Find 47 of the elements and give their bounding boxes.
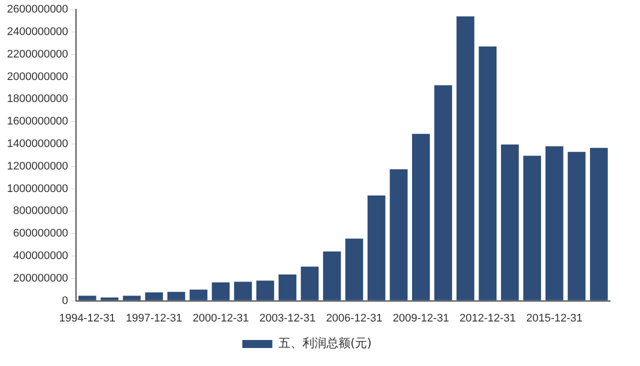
bar bbox=[390, 169, 408, 300]
y-tick-label: 1600000000 bbox=[6, 116, 68, 128]
bar bbox=[590, 148, 608, 300]
bar bbox=[323, 252, 341, 300]
bar bbox=[212, 282, 230, 300]
x-tick-label: 2009-12-31 bbox=[392, 312, 450, 324]
bar bbox=[190, 290, 208, 300]
bar bbox=[523, 156, 542, 300]
bar bbox=[100, 297, 118, 300]
y-tick-label: 1200000000 bbox=[6, 160, 68, 172]
bar bbox=[368, 196, 386, 300]
legend-label: 五、利润总额(元) bbox=[278, 336, 372, 350]
y-tick-label: 200000000 bbox=[13, 272, 68, 284]
bar bbox=[568, 152, 586, 300]
bar bbox=[345, 238, 364, 300]
y-tick-label: 0 bbox=[62, 294, 68, 307]
bar bbox=[545, 146, 564, 300]
y-tick-label: 600000000 bbox=[13, 228, 68, 240]
bar bbox=[122, 296, 141, 300]
y-tick-label: 2400000000 bbox=[6, 26, 68, 38]
x-tick-label: 2015-12-31 bbox=[526, 312, 583, 324]
y-tick-label: 2000000000 bbox=[6, 70, 68, 83]
x-tick-label: 2006-12-31 bbox=[326, 312, 382, 324]
x-tick-label: 2000-12-31 bbox=[192, 312, 249, 324]
y-tick-label: 800000000 bbox=[13, 205, 68, 218]
bar bbox=[478, 46, 497, 300]
bar bbox=[234, 282, 252, 300]
bar bbox=[300, 266, 319, 300]
y-tick-label: 1000000000 bbox=[6, 182, 68, 195]
bar bbox=[456, 16, 474, 300]
x-tick-label: 1994-12-31 bbox=[59, 312, 116, 324]
y-tick-label: 400000000 bbox=[13, 250, 68, 262]
x-tick-label: 2003-12-31 bbox=[259, 312, 316, 324]
bar bbox=[256, 280, 274, 300]
y-tick-label: 2600000000 bbox=[6, 4, 68, 16]
bar bbox=[278, 274, 296, 300]
y-tick-label: 1800000000 bbox=[6, 93, 68, 106]
x-tick-label: 2012-12-31 bbox=[460, 312, 516, 324]
x-tick-label: 1997-12-31 bbox=[126, 312, 182, 324]
bar bbox=[501, 144, 519, 300]
y-tick-label: 1400000000 bbox=[6, 138, 68, 150]
bar bbox=[167, 292, 186, 300]
bar bbox=[412, 134, 430, 300]
y-tick-label: 2200000000 bbox=[6, 48, 68, 60]
bar bbox=[78, 296, 96, 300]
bar bbox=[145, 292, 163, 300]
bar bbox=[434, 85, 452, 300]
